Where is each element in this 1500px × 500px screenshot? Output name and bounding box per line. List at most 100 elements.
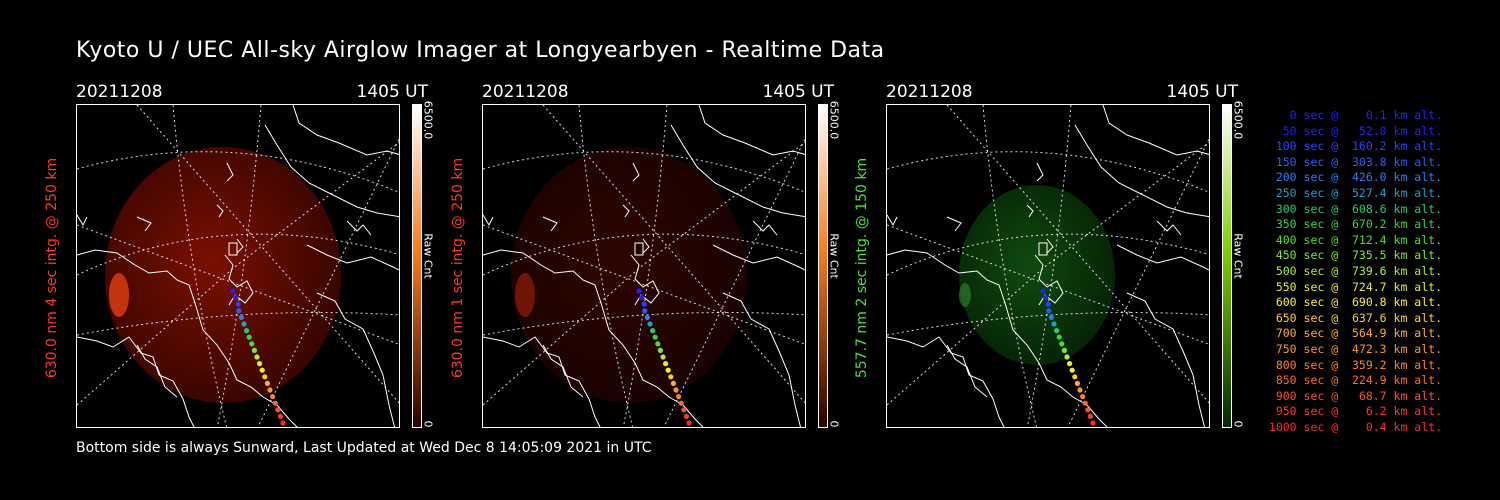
trajectory-point	[264, 380, 270, 386]
colorbar-max: 6500.0	[827, 100, 841, 140]
sky-disk	[959, 185, 1115, 365]
trajectory-point	[280, 420, 286, 426]
panel-date: 20211208	[76, 82, 163, 102]
coastline	[483, 249, 704, 427]
trajectory-point	[650, 328, 656, 334]
trajectory-point	[257, 361, 263, 367]
trajectory-point	[1051, 321, 1057, 327]
coastline	[1102, 105, 1209, 156]
trajectory-point	[683, 413, 689, 419]
grid-line	[77, 151, 399, 193]
station-marker	[634, 242, 644, 256]
trajectory-legend-row: 200 sec @ 426.0 km alt.	[1268, 170, 1442, 185]
grid-line	[1026, 105, 1072, 427]
panel-date: 20211208	[482, 82, 569, 102]
trajectory-point	[246, 334, 252, 340]
panel-date: 20211208	[886, 82, 973, 102]
coastline	[1156, 220, 1182, 236]
coastline	[1126, 292, 1206, 427]
trajectory-point	[1046, 308, 1052, 314]
coastline	[236, 238, 244, 254]
trajectory-point	[262, 374, 268, 380]
coastline	[887, 249, 1108, 427]
trajectory-point	[665, 367, 671, 373]
trajectory-legend-row: 350 sec @ 670.2 km alt.	[1268, 217, 1442, 232]
colorbar	[412, 104, 422, 428]
coastline	[136, 344, 178, 398]
coastline	[1046, 238, 1054, 254]
colorbar-min: 0	[421, 420, 435, 428]
trajectory-point	[270, 394, 276, 400]
all-sky-image	[886, 104, 1210, 428]
trajectory-point	[1069, 367, 1075, 373]
trajectory-point	[249, 341, 255, 347]
trajectory-point	[639, 295, 645, 301]
coastline	[622, 204, 630, 218]
coastline	[698, 105, 805, 156]
colorbar	[818, 104, 828, 428]
trajectory-legend-row: 300 sec @ 608.6 km alt.	[1268, 201, 1442, 216]
colorbar-max: 6500.0	[421, 100, 435, 140]
trajectory-point	[277, 413, 283, 419]
trajectory-point	[1067, 361, 1073, 367]
coastline	[77, 214, 88, 227]
trajectory-point	[1064, 354, 1070, 360]
all-sky-image	[76, 104, 400, 428]
trajectory-point	[238, 314, 244, 320]
trajectory-point	[1082, 400, 1088, 406]
image-panel-630-4s: 20211208 1405 UT 630.0 nm 4 sec intg. @ …	[44, 82, 506, 432]
page-title: Kyoto U / UEC All-sky Airglow Imager at …	[76, 38, 885, 63]
trajectory-legend-row: 650 sec @ 637.6 km alt.	[1268, 310, 1442, 325]
aurora-patch	[109, 273, 129, 317]
trajectory-legend-row: 150 sec @ 303.8 km alt.	[1268, 154, 1442, 169]
colorbar-unit: Raw Cnt	[421, 233, 435, 279]
coastline	[542, 216, 558, 232]
panel-time: 1405 UT	[356, 82, 429, 102]
trajectory-legend-row: 750 sec @ 472.3 km alt.	[1268, 341, 1442, 356]
footer-note: Bottom side is always Sunward, Last Upda…	[76, 440, 652, 456]
colorbar-min: 0	[1231, 420, 1245, 428]
coastline	[887, 214, 898, 227]
coastline	[77, 336, 195, 427]
coastline	[306, 244, 399, 271]
coastline	[752, 220, 778, 236]
colorbar	[1222, 104, 1232, 428]
all-sky-svg	[77, 105, 399, 427]
coastline	[292, 105, 399, 156]
trajectory-point	[1087, 413, 1093, 419]
coastline	[887, 336, 1005, 427]
trajectory-point	[668, 374, 674, 380]
grid-line	[887, 233, 1209, 276]
all-sky-image	[482, 104, 806, 428]
trajectory-legend-row: 1000 sec @ 0.4 km alt.	[1268, 419, 1442, 434]
station-marker	[1038, 242, 1048, 256]
trajectory-point	[233, 295, 239, 301]
trajectory-point	[267, 387, 273, 393]
grid-line	[483, 233, 805, 276]
coastline	[642, 238, 650, 254]
trajectory-legend-row: 950 sec @ 6.2 km alt.	[1268, 404, 1442, 419]
panel-time: 1405 UT	[762, 82, 835, 102]
trajectory-point	[676, 394, 682, 400]
trajectory-point	[1090, 420, 1096, 426]
trajectory-point	[272, 400, 278, 406]
trajectory-point	[275, 407, 281, 413]
panel-time: 1405 UT	[1166, 82, 1239, 102]
trajectory-point	[652, 334, 658, 340]
coastline	[632, 162, 640, 182]
coastline	[722, 292, 802, 427]
trajectory-legend-row: 250 sec @ 527.4 km alt.	[1268, 185, 1442, 200]
colorbar-unit: Raw Cnt	[1231, 233, 1245, 279]
coastline	[316, 292, 396, 427]
trajectory-point	[244, 328, 250, 334]
aurora-patch	[959, 283, 971, 307]
trajectory-point	[641, 301, 647, 307]
coastline	[1034, 254, 1064, 306]
trajectory-point	[251, 347, 257, 353]
coastline	[1036, 162, 1044, 182]
colorbar-min: 0	[827, 420, 841, 428]
coastline	[264, 124, 399, 218]
trajectory-point	[241, 321, 247, 327]
trajectory-point	[254, 354, 260, 360]
trajectory-point	[1074, 380, 1080, 386]
